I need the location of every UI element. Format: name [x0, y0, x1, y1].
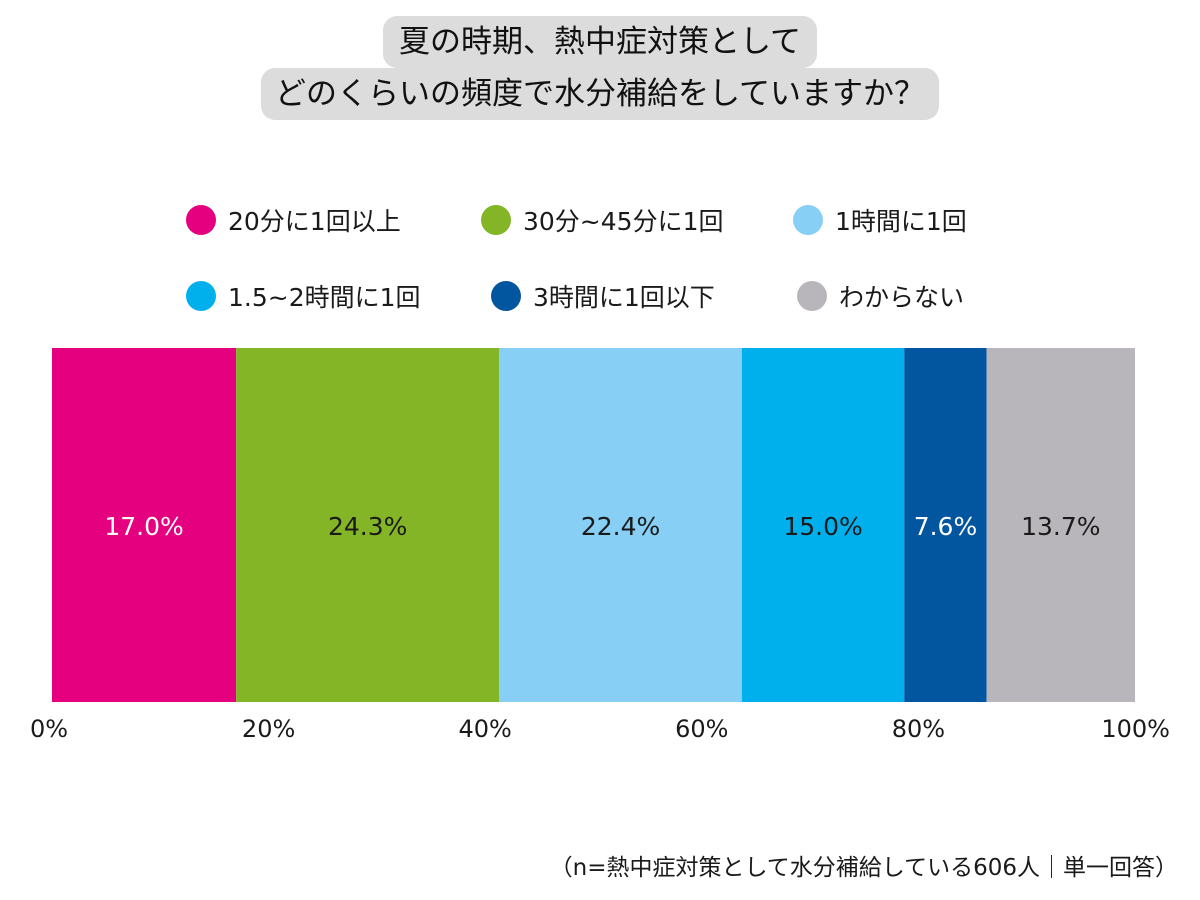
legend-item-5: 3時間に1回以下: [491, 276, 715, 316]
bar-segment-6: [986, 348, 1135, 702]
chart-title: 夏の時期、熱中症対策として どのくらいの頻度で水分補給をしていますか？: [0, 16, 1200, 120]
data-label-2: 24.3%: [328, 512, 407, 541]
bar-segment-1: [52, 348, 237, 702]
legend-label-1: 20分に1回以上: [228, 207, 401, 236]
legend-label-2: 30分~45分に1回: [523, 207, 724, 236]
legend-swatch-1: [186, 205, 216, 235]
x-tick-label-2: 20%: [242, 715, 295, 743]
x-tick-label-6: 100%: [1101, 715, 1170, 743]
legend-swatch-3: [793, 205, 823, 235]
legend-swatch-2: [481, 205, 511, 235]
legend-label-3: 1時間に1回: [835, 207, 967, 236]
x-tick-label-1: 0%: [30, 715, 68, 743]
legend-label-6: わからない: [839, 283, 965, 312]
legend-swatch-4: [186, 281, 216, 311]
legend-item-3: 1時間に1回: [793, 200, 967, 240]
bar-segment-4: [741, 348, 905, 702]
bar-segment-3: [499, 348, 742, 702]
chart-title-line-2: どのくらいの頻度で水分補給をしていますか？: [260, 68, 940, 120]
legend-item-2: 30分~45分に1回: [481, 200, 723, 240]
data-label-6: 13.7%: [1021, 512, 1100, 541]
legend-item-6: わからない: [797, 276, 964, 316]
legend-label-5: 3時間に1回以下: [533, 283, 715, 312]
sample-note: （n=熱中症対策として水分補給している606人｜単一回答）: [549, 855, 1178, 881]
bar-segment-5: [904, 348, 987, 702]
legend-item-4: 1.5~2時間に1回: [186, 276, 421, 316]
data-label-5: 7.6%: [914, 512, 978, 541]
legend-label-4: 1.5~2時間に1回: [228, 283, 421, 312]
legend-swatch-6: [797, 281, 827, 311]
bar-segment-2: [236, 348, 500, 702]
legend-item-1: 20分に1回以上: [186, 200, 401, 240]
chart-legend: 20分に1回以上 30分~45分に1回 1時間に1回 1.5~2時間に1回 3時…: [0, 0, 1200, 330]
stacked-bar-chart: 17.0% 24.3% 22.4% 15.0% 7.6% 13.7% 0% 20% 40% 60%…: [30, 348, 1170, 743]
data-label-1: 17.0%: [104, 512, 183, 541]
x-tick-label-3: 40%: [459, 715, 512, 743]
chart-title-line-1: 夏の時期、熱中症対策として: [382, 16, 818, 68]
data-label-3: 22.4%: [581, 512, 660, 541]
legend-swatch-5: [491, 281, 521, 311]
x-tick-label-5: 80%: [892, 715, 945, 743]
x-tick-label-4: 60%: [675, 715, 728, 743]
data-label-4: 15.0%: [783, 512, 862, 541]
